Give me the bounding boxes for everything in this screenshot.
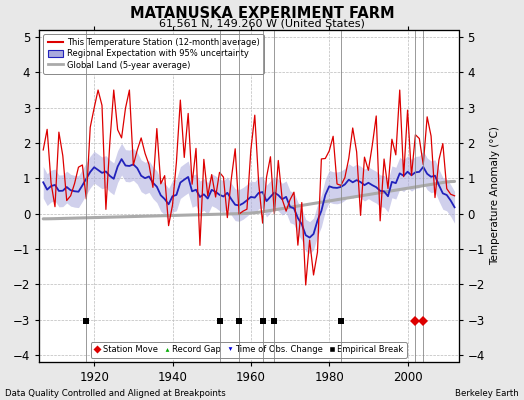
Legend: Station Move, Record Gap, Time of Obs. Change, Empirical Break: Station Move, Record Gap, Time of Obs. C… <box>91 342 407 358</box>
Text: 61.561 N, 149.260 W (United States): 61.561 N, 149.260 W (United States) <box>159 18 365 28</box>
Y-axis label: Temperature Anomaly (°C): Temperature Anomaly (°C) <box>490 126 500 266</box>
Text: Data Quality Controlled and Aligned at Breakpoints: Data Quality Controlled and Aligned at B… <box>5 389 226 398</box>
Text: Berkeley Earth: Berkeley Earth <box>455 389 519 398</box>
Text: MATANUSKA EXPERIMENT FARM: MATANUSKA EXPERIMENT FARM <box>129 6 395 21</box>
